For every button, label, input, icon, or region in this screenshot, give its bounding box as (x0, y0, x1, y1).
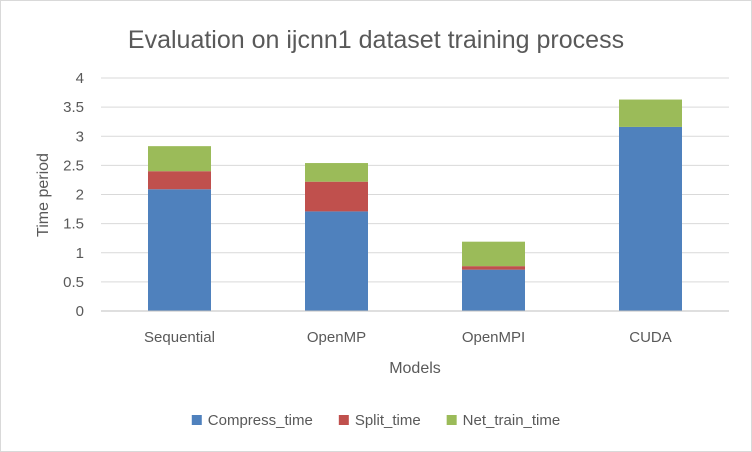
x-axis-title: Models (389, 360, 441, 377)
y-axis-title: Time period (35, 153, 52, 237)
legend-item: Net_train_time (446, 412, 561, 429)
y-tick-label: 3.5 (63, 99, 84, 116)
legend-swatch (446, 415, 457, 425)
x-tick-label: CUDA (629, 329, 672, 346)
x-tick-label: OpenMPI (462, 329, 525, 346)
bar-segment-split-time (148, 171, 211, 190)
bars (148, 99, 682, 312)
y-axis-ticks: 0 0.5 1 1.5 2 2.5 3 3.5 4 (63, 70, 84, 320)
bar-segment-net-train-time (462, 241, 525, 267)
bar-segment-compress-time (619, 126, 682, 312)
y-tick-label: 0 (76, 303, 84, 320)
legend-label: Net_train_time (463, 412, 561, 429)
bar-segment-compress-time (148, 189, 211, 311)
legend-item: Compress_time (191, 412, 313, 429)
y-tick-label: 0.5 (63, 274, 84, 291)
bar-segment-net-train-time (305, 163, 368, 182)
x-tick-label: Sequential (144, 329, 215, 346)
y-tick-label: 2.5 (63, 157, 84, 174)
legend-item: Split_time (338, 412, 421, 429)
y-tick-label: 1 (76, 245, 84, 262)
legend-swatch (338, 415, 349, 425)
bar-segment-split-time (462, 266, 525, 270)
legend: Compress_time Split_time Net_train_time (191, 412, 561, 429)
bar-segment-compress-time (462, 269, 525, 311)
chart-title: Evaluation on ijcnn1 dataset training pr… (128, 26, 624, 54)
bar-segment-compress-time (305, 211, 368, 311)
bar-segment-net-train-time (148, 146, 211, 172)
y-tick-label: 2 (76, 187, 84, 204)
y-tick-label: 4 (76, 70, 84, 87)
legend-swatch (191, 415, 202, 425)
y-tick-label: 1.5 (63, 216, 84, 233)
legend-label: Split_time (355, 412, 421, 429)
bar-segment-split-time (305, 181, 368, 212)
legend-label: Compress_time (208, 412, 313, 429)
x-tick-label: OpenMP (307, 329, 366, 346)
y-tick-label: 3 (76, 128, 84, 145)
x-axis-ticks: Sequential OpenMP OpenMPI CUDA (144, 329, 672, 346)
bar-segment-net-train-time (619, 99, 682, 127)
